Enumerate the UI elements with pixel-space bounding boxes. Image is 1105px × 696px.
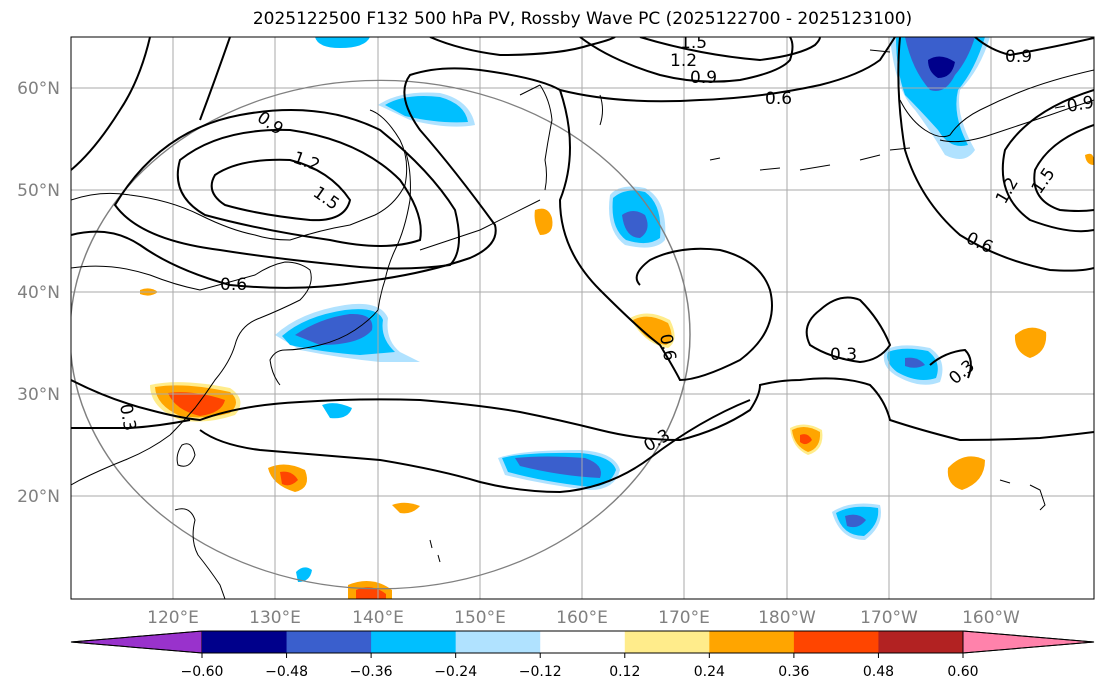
contour-label: 0.6: [220, 275, 247, 295]
lon-tick-label: 130°E: [249, 608, 301, 628]
colorbar-bin: [709, 631, 795, 653]
colorbar-tick-label: −0.60: [181, 664, 224, 680]
lon-tick-label: 180°W: [758, 608, 816, 628]
colorbar-bin: [455, 631, 541, 653]
lat-tick-label: 40°N: [17, 283, 60, 303]
contour-label: 0.6: [765, 89, 792, 109]
lon-tick-label: 170°W: [860, 608, 918, 628]
lat-tick-label: 30°N: [17, 385, 60, 405]
lat-tick-label: 20°N: [17, 487, 60, 507]
contour-label: 1.2: [670, 51, 697, 71]
colorbar-tick-label: 0.60: [947, 664, 978, 680]
contour-label: 0.3: [830, 345, 857, 365]
figure-title: 2025122500 F132 500 hPa PV, Rossby Wave …: [252, 9, 913, 29]
colorbar-extend-low: [70, 630, 203, 654]
map-frame: [70, 36, 1095, 600]
contour-label: 0.9: [1005, 47, 1032, 67]
colorbar-bin: [793, 631, 879, 653]
colorbar: −0.60 −0.48 −0.36 −0.24 −0.12 0.12 0.24 0.36 0.4…: [70, 630, 1095, 680]
lon-tick-label: 160°W: [962, 608, 1020, 628]
pv-contours: [71, 37, 1094, 494]
contour-label: 0.9: [690, 68, 717, 88]
colorbar-extend-high: [962, 630, 1095, 654]
lon-tick-label: 140°E: [352, 608, 404, 628]
colorbar-tick-label: 0.48: [863, 664, 894, 680]
contour-label: 0.6: [655, 332, 679, 362]
colorbar-tick-label: −0.36: [350, 664, 393, 680]
lon-tick-label: 120°E: [147, 608, 199, 628]
colorbar-bin: [624, 631, 710, 653]
latitude-axis: 60°N 50°N 40°N 30°N 20°N: [17, 79, 60, 507]
map-panel: 1.5 1.2 0.9 0.6 0.9 1.2 1.5 0.6 0.3 0.6 …: [71, 33, 1095, 599]
lon-tick-label: 150°E: [454, 608, 506, 628]
colorbar-bin: [540, 631, 626, 653]
colorbar-bin: [202, 631, 288, 653]
colorbar-bin: [286, 631, 372, 653]
colorbar-tick-label: −0.48: [265, 664, 308, 680]
colorbar-tick-label: 0.12: [609, 664, 640, 680]
lon-tick-label: 170°E: [658, 608, 710, 628]
colorbar-tick-label: 0.24: [694, 664, 725, 680]
coastlines: [71, 49, 1094, 599]
contour-label: 0.9: [1065, 93, 1095, 117]
contour-label: 0.3: [115, 402, 139, 432]
colorbar-bin: [371, 631, 457, 653]
contour-label: 1.5: [680, 33, 707, 53]
colorbar-tick-label: −0.12: [519, 664, 562, 680]
colorbar-bin: [878, 631, 964, 653]
graticule: [71, 37, 1094, 599]
lon-tick-label: 160°E: [556, 608, 608, 628]
lat-tick-label: 50°N: [17, 181, 60, 201]
region-circle: [71, 79, 691, 590]
lat-tick-label: 60°N: [17, 79, 60, 99]
colorbar-tick-label: 0.36: [778, 664, 809, 680]
longitude-axis: 120°E 130°E 140°E 150°E 160°E 170°E 180°…: [147, 608, 1020, 628]
colorbar-tick-label: −0.24: [434, 664, 477, 680]
